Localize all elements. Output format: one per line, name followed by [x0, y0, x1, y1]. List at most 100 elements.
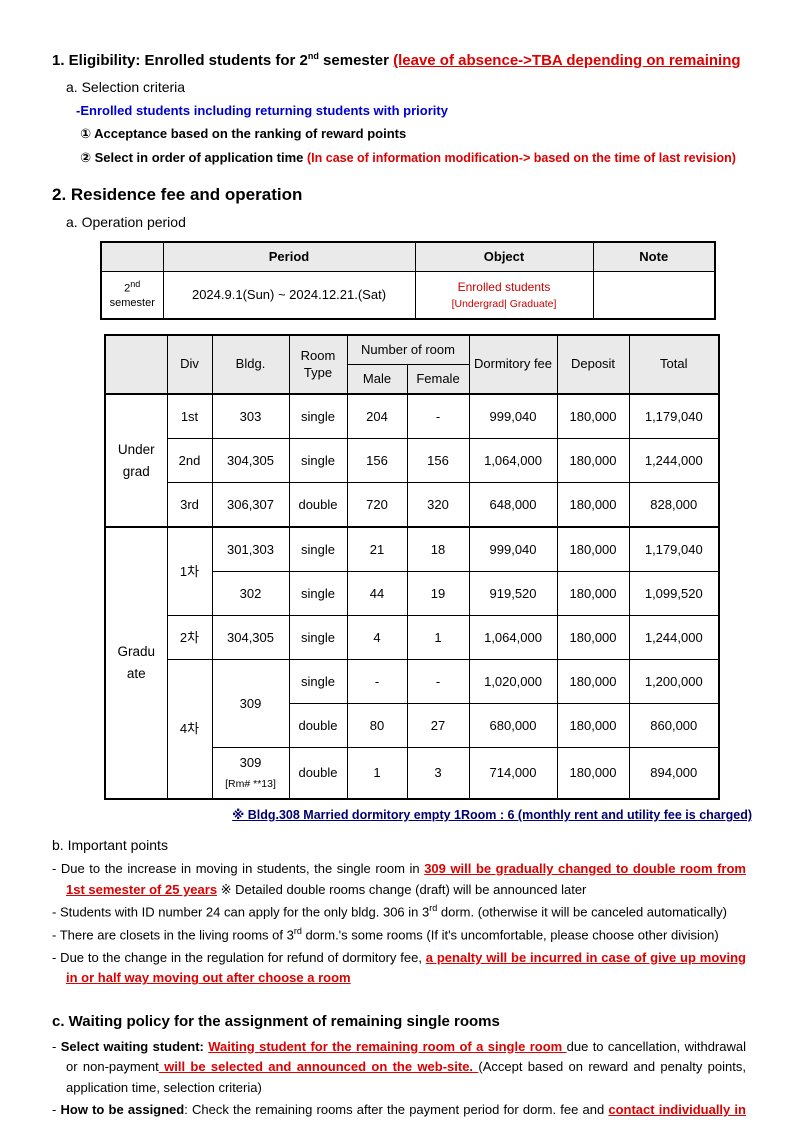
section-eligibility: 1. Eligibility: Enrolled students for 2n… — [52, 50, 746, 168]
object-line-2: [Undergrad| Graduate] — [451, 298, 557, 310]
fee-header-room-type: Room Type — [288, 334, 348, 395]
table-cell: single — [288, 393, 348, 439]
text-segment: (Accept based on reward and penalty poin… — [66, 1059, 746, 1096]
text-segment: - — [52, 1038, 61, 1054]
table-cell: 1,179,040 — [628, 526, 720, 572]
table-cell: 1,020,000 — [468, 659, 558, 704]
table-cell: - — [406, 393, 470, 439]
table-row: Under grad 1st 303 single 204 - 999,040 … — [104, 393, 720, 528]
table-cell: single — [288, 659, 348, 704]
text-segment: dorm.'s some rooms (If it's uncomfortabl… — [301, 927, 719, 943]
table-cell: 720 — [346, 482, 408, 528]
table-cell: 27 — [406, 703, 470, 748]
period-header-object: Object — [414, 241, 594, 272]
table-cell: 180,000 — [556, 703, 630, 748]
eligibility-title: 1. Eligibility: Enrolled students for 2n… — [52, 50, 746, 72]
table-cell: 1,244,000 — [628, 438, 720, 483]
table-cell: 999,040 — [468, 526, 558, 572]
semester-label-cell: 2nd semester — [100, 271, 164, 320]
operation-period-heading: a. Operation period — [66, 214, 186, 230]
table-row: double 80 27 680,000 180,000 860,000 — [105, 703, 720, 748]
table-cell: 21 — [346, 526, 408, 572]
object-line-1: Enrolled students — [457, 279, 551, 294]
text-segment: - There are closets in the living rooms … — [52, 927, 294, 943]
text-segment: - Due to the increase in moving in stude… — [52, 860, 425, 876]
table-cell: 1,064,000 — [468, 438, 558, 483]
table-cell: 180,000 — [556, 615, 630, 660]
text-segment: due to cancellation, withdrawal or non-p… — [66, 1038, 746, 1075]
fee-header-deposit: Deposit — [556, 334, 630, 395]
text-segment: How to be assigned — [60, 1102, 185, 1118]
table-cell-bldg-309: 309 [Rm# **13] — [211, 747, 290, 800]
table-cell: single — [288, 571, 348, 616]
semester-word: semester — [109, 297, 155, 310]
table-cell: 828,000 — [628, 482, 720, 528]
period-header-empty — [100, 241, 164, 272]
table-cell: 301,303 — [211, 526, 290, 572]
fee-header-div: Div — [166, 334, 213, 395]
table-cell: 304,305 — [211, 438, 290, 483]
table-cell: 1,200,000 — [628, 659, 720, 704]
text-segment: 1. Eligibility: Enrolled students for 2 — [52, 52, 308, 69]
section-waiting-policy: c. Waiting policy for the assignment of … — [52, 1011, 746, 1123]
text-segment: nd — [307, 51, 319, 61]
table-cell: 156 — [406, 438, 470, 483]
table-cell: 304,305 — [211, 615, 290, 660]
period-table-header-row: Period Object Note — [100, 241, 716, 272]
waiting-policy-heading: c. Waiting policy for the assignment of … — [52, 1013, 500, 1031]
table-row: 2차 304,305 single 4 1 1,064,000 180,000 … — [105, 615, 720, 660]
table-cell: 1,179,040 — [628, 393, 720, 439]
table-cell: 1 — [406, 615, 470, 660]
important-point-2: - Students with ID number 24 can apply f… — [52, 901, 746, 923]
married-dormitory-footnote: ※ Bldg.308 Married dormitory empty 1Room… — [232, 808, 752, 822]
text-segment: - — [52, 1102, 61, 1118]
criteria-item-1: ① Acceptance based on the ranking of rew… — [80, 126, 407, 142]
fee-header-male: Male — [346, 364, 408, 395]
fee-header-bldg: Bldg. — [211, 334, 290, 395]
fee-header-dormitory-fee: Dormitory fee — [468, 334, 558, 395]
table-cell: 156 — [346, 438, 408, 483]
table-cell: - — [406, 659, 470, 704]
text-segment: - Due to the change in the regulation fo… — [52, 949, 426, 965]
table-cell: 4 — [346, 615, 408, 660]
table-cell: double — [288, 747, 348, 800]
table-cell: 180,000 — [556, 482, 630, 528]
table-cell: 180,000 — [556, 747, 630, 800]
section-important-points: b. Important points - Due to the increas… — [52, 835, 746, 989]
semester-ordinal: nd — [130, 279, 141, 290]
text-segment: rd — [429, 903, 438, 914]
table-cell: 4차 — [166, 659, 213, 800]
table-cell: 1차 — [166, 526, 213, 616]
period-header-note: Note — [592, 241, 716, 272]
table-cell: 320 — [406, 482, 470, 528]
table-row: 3rd 306,307 double 720 320 648,000 180,0… — [105, 482, 720, 528]
table-cell: 180,000 — [556, 393, 630, 439]
table-cell: 1st — [166, 393, 213, 439]
table-cell: 80 — [346, 703, 408, 748]
important-point-4: - Due to the change in the regulation fo… — [52, 948, 746, 990]
table-row: 302 single 44 19 919,520 180,000 1,099,5… — [105, 571, 720, 616]
text-segment: (In case of information modification-> b… — [307, 150, 736, 165]
table-cell: 180,000 — [556, 571, 630, 616]
text-segment: rd — [293, 926, 302, 937]
table-cell: 302 — [211, 571, 290, 616]
table-cell: 180,000 — [556, 659, 630, 704]
selection-criteria-heading: a. Selection criteria — [66, 78, 186, 95]
table-cell: 306,307 — [211, 482, 290, 528]
table-cell: 1,064,000 — [468, 615, 558, 660]
enrolled-priority-line: -Enrolled students including returning s… — [76, 102, 448, 118]
text-segment: a penalty will be incurred in case of gi… — [66, 949, 746, 986]
table-cell: double — [288, 482, 348, 528]
text-segment: Waiting student for the remaining room o… — [208, 1038, 567, 1054]
table-cell: 894,000 — [628, 747, 720, 800]
operation-period-table: Period Object Note 2nd semester 2024.9.1(… — [100, 241, 716, 320]
bldg-room-note: [Rm# **13] — [225, 777, 276, 790]
note-value-cell — [592, 271, 716, 320]
table-cell: 3 — [406, 747, 470, 800]
table-cell: 303 — [211, 393, 290, 439]
table-cell: 204 — [346, 393, 408, 439]
table-cell: 180,000 — [556, 438, 630, 483]
table-cell: 180,000 — [556, 526, 630, 572]
table-cell: 1 — [346, 747, 408, 800]
group-undergrad-cell: Under grad — [104, 393, 168, 528]
